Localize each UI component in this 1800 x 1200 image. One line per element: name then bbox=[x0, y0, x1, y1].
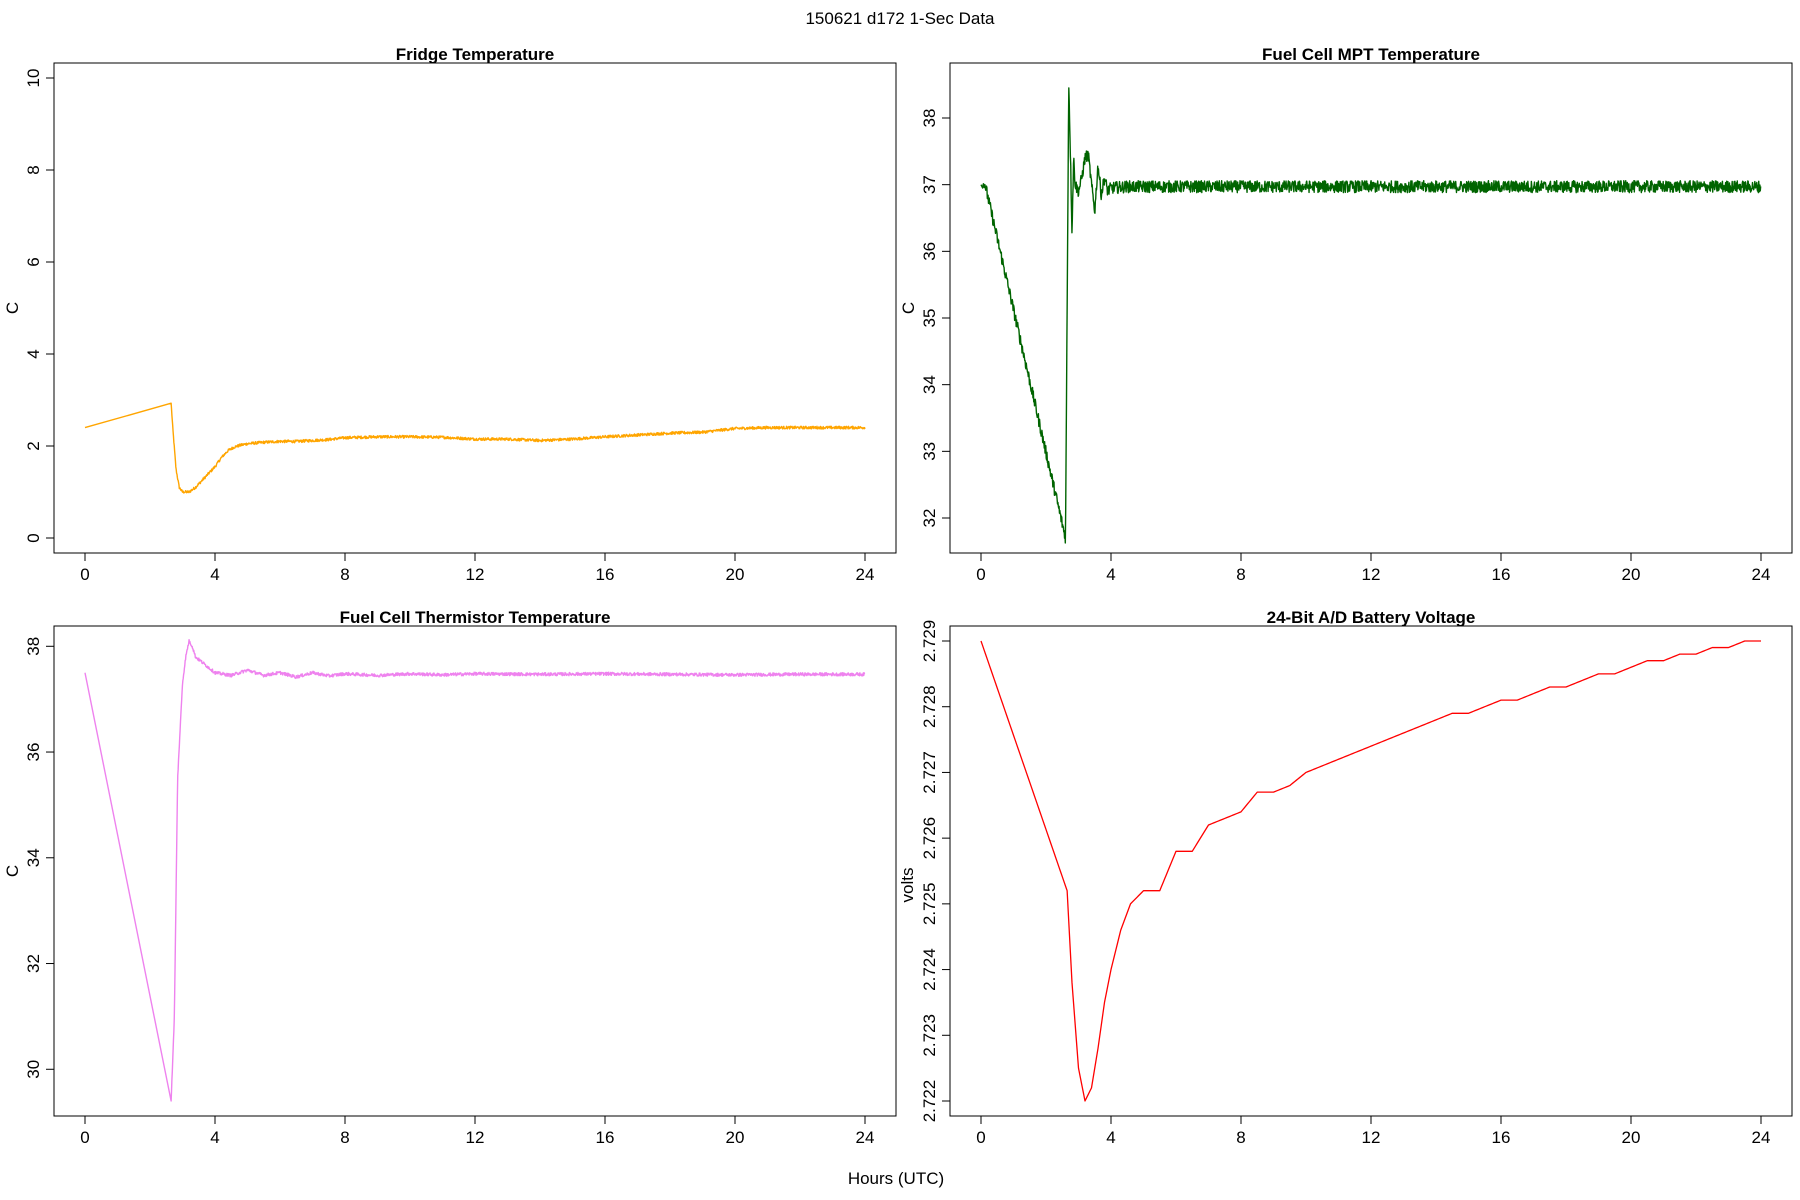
y-tick-label: 6 bbox=[24, 257, 43, 266]
y-axis-label: C bbox=[3, 865, 22, 877]
x-tick-label: 8 bbox=[1236, 1128, 1245, 1147]
x-tick-label: 8 bbox=[1236, 565, 1245, 584]
y-tick-label: 4 bbox=[24, 349, 43, 358]
x-tick-label: 8 bbox=[340, 565, 349, 584]
y-tick-label: 32 bbox=[920, 509, 939, 528]
x-tick-label: 4 bbox=[1106, 565, 1115, 584]
y-tick-label: 2.724 bbox=[920, 948, 939, 991]
x-tick-label: 12 bbox=[466, 1128, 485, 1147]
y-tick-label: 36 bbox=[24, 743, 43, 762]
x-tick-label: 24 bbox=[1752, 565, 1771, 584]
y-tick-label: 2.726 bbox=[920, 817, 939, 860]
y-tick-label: 2.722 bbox=[920, 1080, 939, 1123]
x-tick-label: 12 bbox=[1362, 1128, 1381, 1147]
x-tick-label: 0 bbox=[80, 1128, 89, 1147]
x-tick-label: 0 bbox=[80, 565, 89, 584]
x-tick-label: 4 bbox=[1106, 1128, 1115, 1147]
x-tick-label: 20 bbox=[1622, 1128, 1641, 1147]
y-tick-label: 0 bbox=[24, 533, 43, 542]
y-tick-label: 38 bbox=[24, 637, 43, 656]
x-tick-label: 12 bbox=[466, 565, 485, 584]
y-axis-label: C bbox=[3, 302, 22, 314]
x-axis-label: Hours (UTC) bbox=[848, 1169, 944, 1188]
x-tick-label: 4 bbox=[210, 1128, 219, 1147]
x-tick-label: 20 bbox=[726, 565, 745, 584]
y-tick-label: 2.725 bbox=[920, 883, 939, 926]
x-tick-label: 20 bbox=[726, 1128, 745, 1147]
y-tick-label: 10 bbox=[24, 69, 43, 88]
y-tick-label: 38 bbox=[920, 109, 939, 128]
y-axis-label: volts bbox=[898, 868, 917, 903]
x-tick-label: 16 bbox=[596, 1128, 615, 1147]
panel-title: Fuel Cell MPT Temperature bbox=[1262, 45, 1480, 64]
x-tick-label: 16 bbox=[1492, 1128, 1511, 1147]
y-tick-label: 2.723 bbox=[920, 1014, 939, 1057]
y-tick-label: 34 bbox=[920, 375, 939, 394]
y-tick-label: 2 bbox=[24, 441, 43, 450]
series-line bbox=[980, 87, 1762, 544]
y-tick-label: 32 bbox=[24, 954, 43, 973]
y-tick-label: 35 bbox=[920, 309, 939, 328]
chart-panel: Fuel Cell Thermistor Temperature 0 4 8 12 16 2… bbox=[3, 608, 897, 1147]
chart-panel: 24-Bit A/D Battery Voltage 0 4 8 12 16 20 24 2.7… bbox=[898, 608, 1793, 1147]
y-tick-label: 37 bbox=[920, 175, 939, 194]
y-tick-label: 8 bbox=[24, 165, 43, 174]
page-title: 150621 d172 1-Sec Data bbox=[805, 9, 995, 28]
x-tick-label: 8 bbox=[340, 1128, 349, 1147]
chart-panel: Fuel Cell MPT Temperature 0 4 8 12 16 20 24 32 33… bbox=[899, 45, 1793, 584]
x-tick-label: 16 bbox=[1492, 565, 1511, 584]
y-tick-label: 36 bbox=[920, 242, 939, 261]
y-tick-label: 2.729 bbox=[920, 620, 939, 663]
y-tick-label: 30 bbox=[24, 1060, 43, 1079]
x-tick-label: 16 bbox=[596, 565, 615, 584]
x-tick-label: 4 bbox=[210, 565, 219, 584]
x-tick-label: 0 bbox=[976, 565, 985, 584]
series-line bbox=[84, 402, 866, 494]
panel-title: Fridge Temperature bbox=[396, 45, 554, 64]
y-tick-label: 2.728 bbox=[920, 685, 939, 728]
x-tick-label: 24 bbox=[856, 1128, 875, 1147]
series-line bbox=[84, 639, 866, 1102]
x-tick-label: 0 bbox=[976, 1128, 985, 1147]
x-tick-label: 24 bbox=[1752, 1128, 1771, 1147]
panel-title: 24-Bit A/D Battery Voltage bbox=[1267, 608, 1476, 627]
x-tick-label: 24 bbox=[856, 565, 875, 584]
y-tick-label: 33 bbox=[920, 442, 939, 461]
series-line bbox=[980, 640, 1761, 1102]
y-axis-label: C bbox=[899, 302, 918, 314]
x-tick-label: 20 bbox=[1622, 565, 1641, 584]
panel-title: Fuel Cell Thermistor Temperature bbox=[340, 608, 611, 627]
y-tick-label: 2.727 bbox=[920, 751, 939, 794]
x-tick-label: 12 bbox=[1362, 565, 1381, 584]
y-tick-label: 34 bbox=[24, 848, 43, 867]
